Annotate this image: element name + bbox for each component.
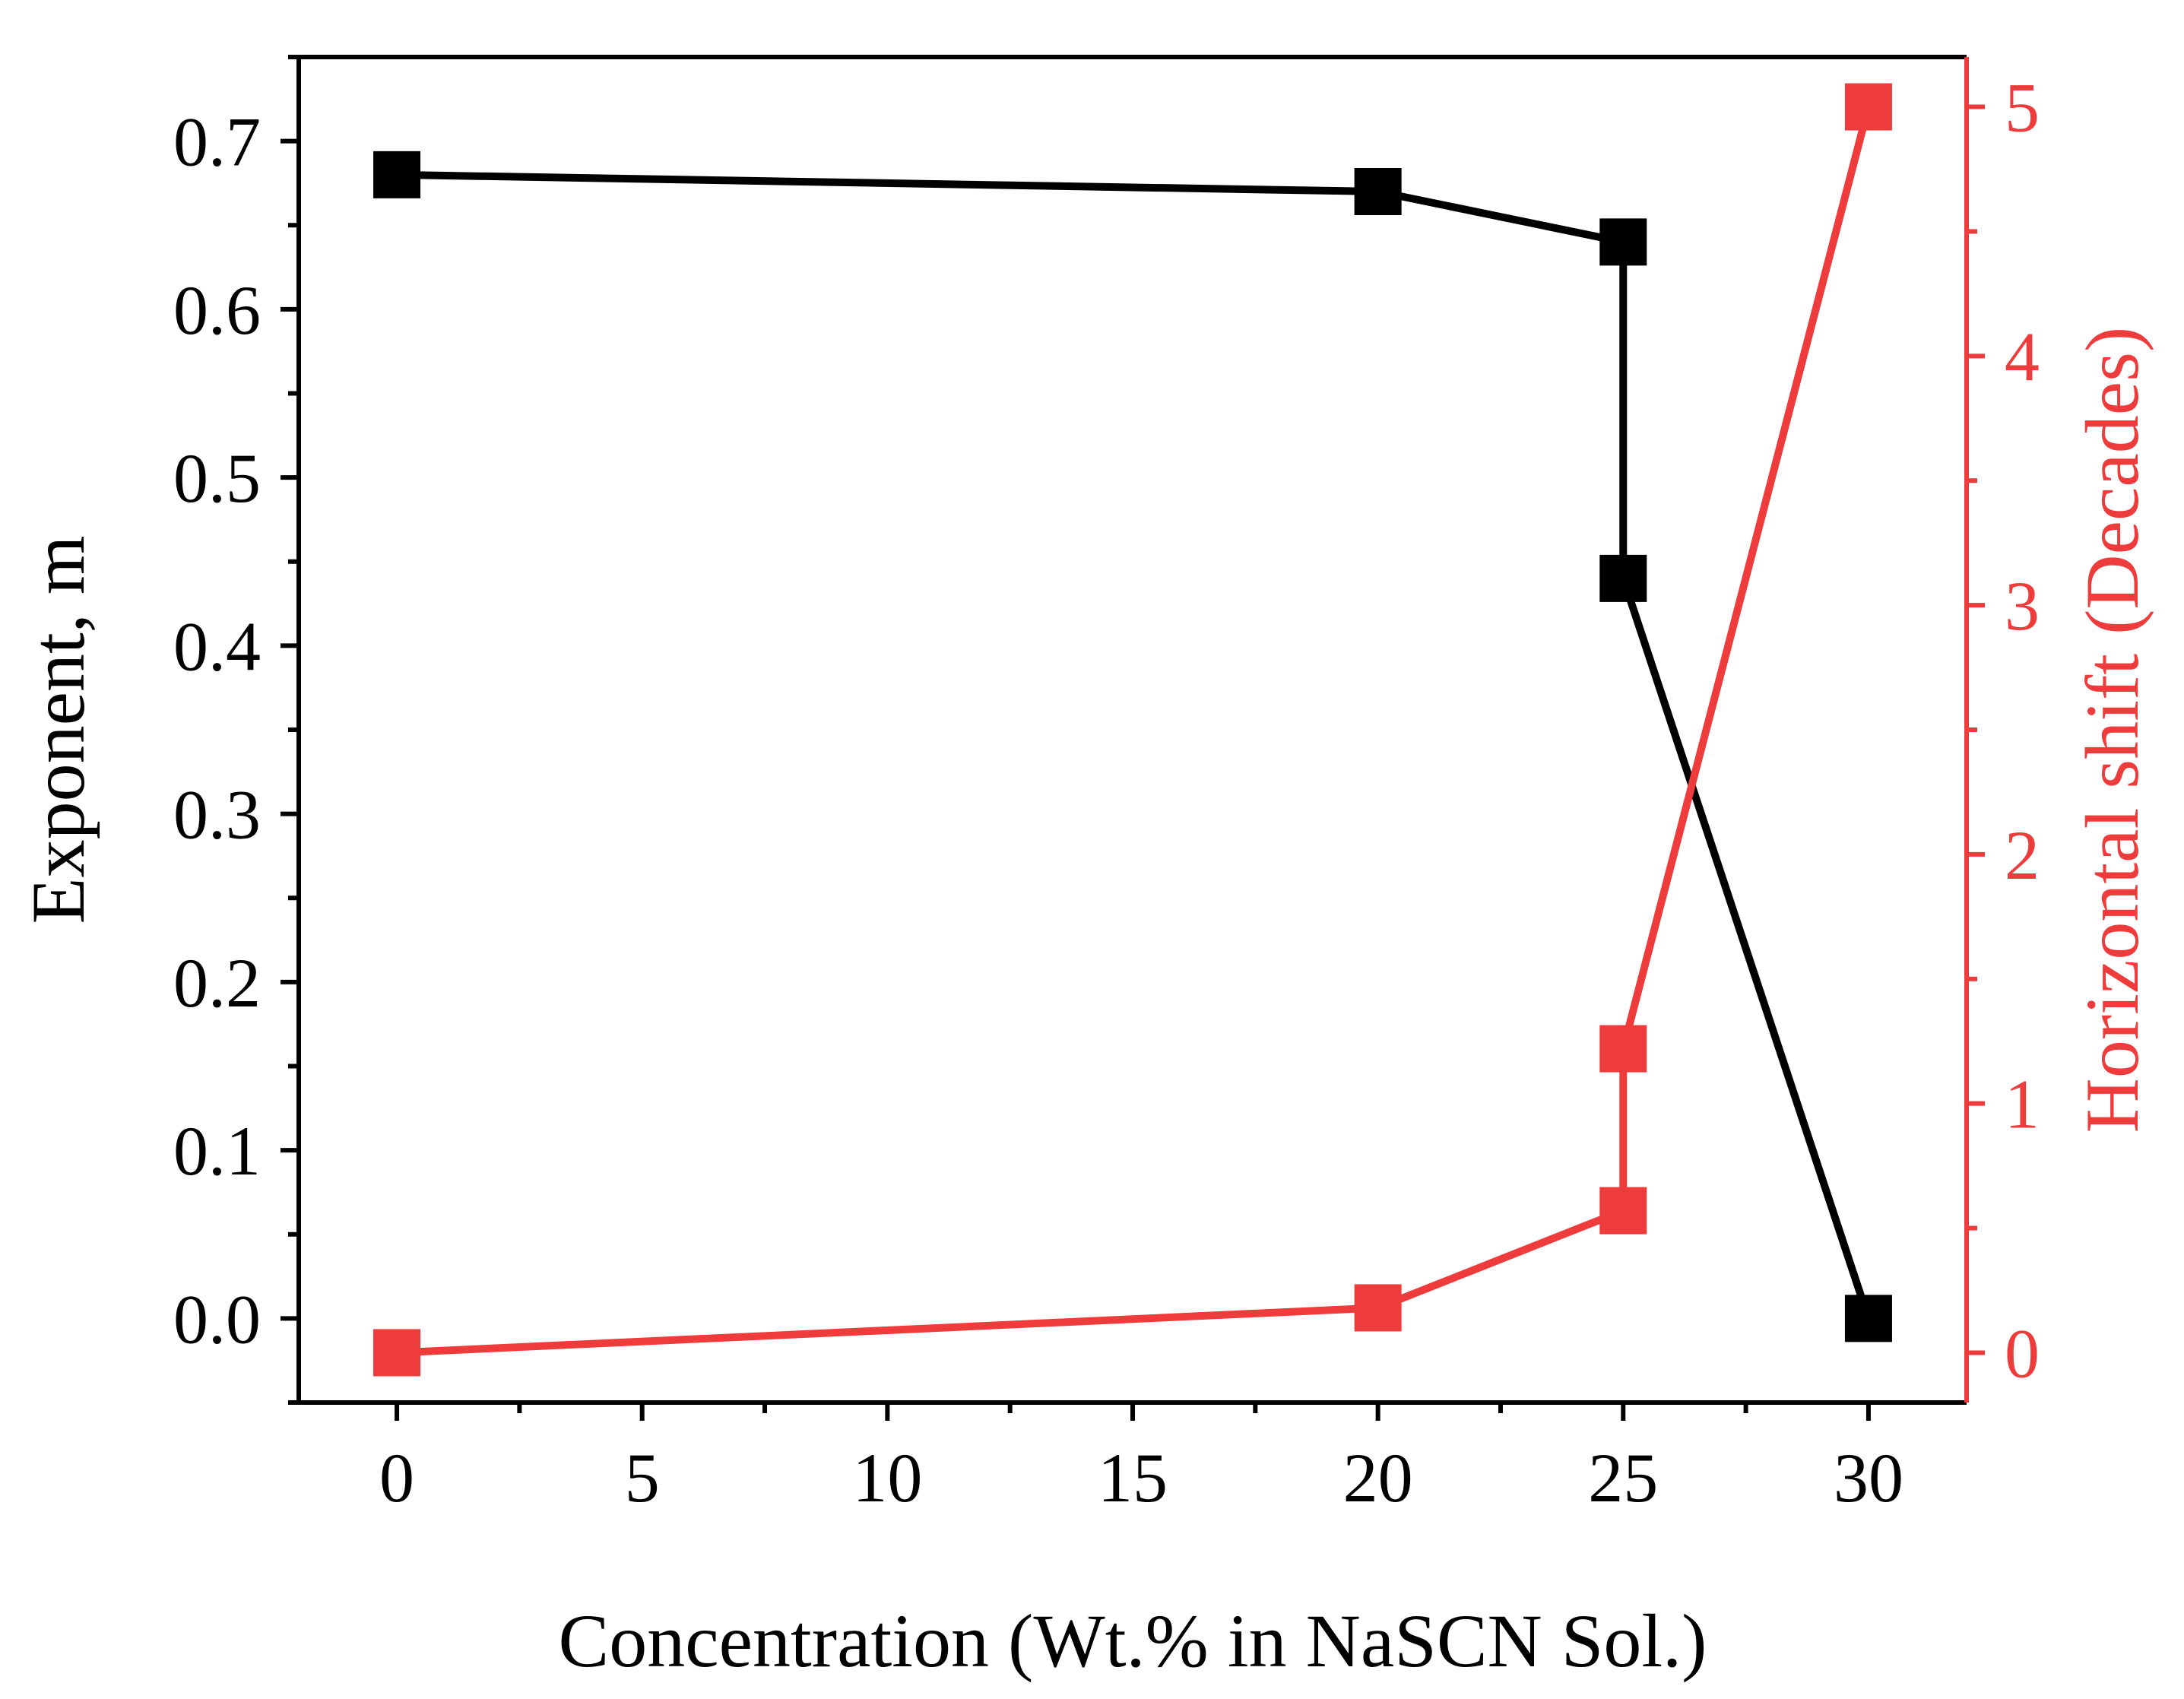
x-tick-label: 15 xyxy=(1098,1439,1168,1517)
exponent-series-marker xyxy=(373,151,421,198)
x-tick-label: 5 xyxy=(625,1439,660,1517)
y-right-axis-title: Horizontal shift (Decades) xyxy=(2070,327,2154,1133)
y-right-tick-label: 3 xyxy=(2005,567,2040,645)
y-left-tick-label: 0.5 xyxy=(173,439,261,517)
y-right-tick-label: 5 xyxy=(2005,69,2040,147)
exponent-series-marker xyxy=(1599,218,1647,266)
y-left-tick-label: 0.4 xyxy=(173,607,261,685)
horizontal-shift-series-marker xyxy=(1599,1187,1647,1235)
y-left-tick-label: 0.2 xyxy=(173,944,261,1022)
horizontal-shift-series-marker xyxy=(1354,1284,1402,1332)
y-right-tick-label: 2 xyxy=(2005,816,2040,894)
y-right-tick-label: 1 xyxy=(2005,1066,2040,1143)
axes-layer: 0 5 10 15 20 25 30 0.0 0.1 0.2 0.3 0.4 0.5 0.6 0.7 0 1 2 3… xyxy=(173,55,2040,1517)
y-right-tick-label: 0 xyxy=(2005,1314,2040,1392)
y-left-tick-label: 0.3 xyxy=(173,776,261,854)
y-left-tick-label: 0.6 xyxy=(173,271,261,349)
y-left-tick-label: 0.1 xyxy=(173,1112,261,1190)
y-right-tick-label: 4 xyxy=(2005,318,2040,395)
x-tick-label: 20 xyxy=(1343,1439,1413,1517)
exponent-series-marker xyxy=(1354,168,1402,215)
x-tick-label: 25 xyxy=(1588,1439,1658,1517)
horizontal-shift-series-marker xyxy=(1599,1025,1647,1073)
y-left-tick-label: 0.0 xyxy=(173,1280,261,1358)
x-tick-label: 30 xyxy=(1834,1439,1903,1517)
horizontal-shift-series-marker xyxy=(373,1329,421,1377)
x-tick-label: 10 xyxy=(852,1439,922,1517)
y-left-tick-label: 0.7 xyxy=(173,103,261,181)
horizontal-shift-series-marker xyxy=(1844,83,1892,131)
exponent-series-marker xyxy=(1844,1295,1892,1342)
x-axis-title: Concentration (Wt.% in NaSCN Sol.) xyxy=(559,1599,1707,1683)
y-left-axis-title: Exponent, m xyxy=(16,535,100,924)
series-layer xyxy=(373,83,1892,1377)
exponent-series-marker xyxy=(1599,554,1647,602)
labels-layer: Concentration (Wt.% in NaSCN Sol.) Expon… xyxy=(16,327,2154,1683)
x-tick-label: 0 xyxy=(379,1439,414,1517)
